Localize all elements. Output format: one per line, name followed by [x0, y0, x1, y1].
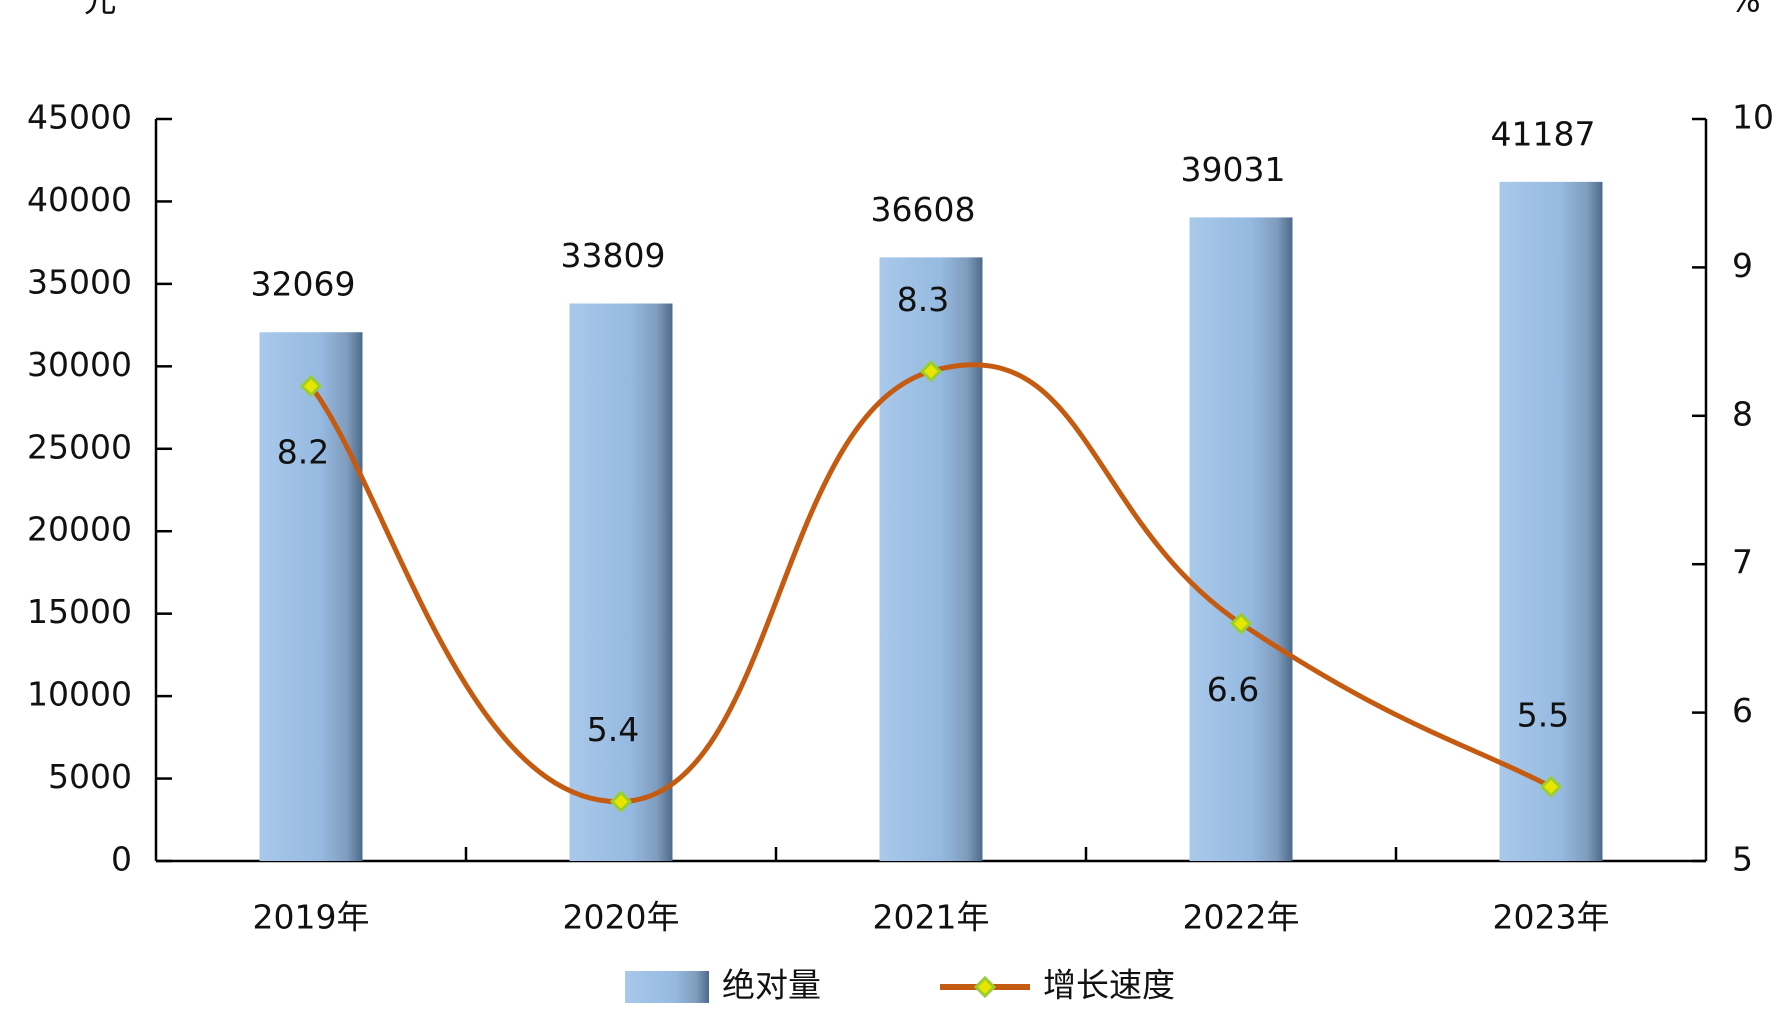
y-tick-label: 30000 [27, 345, 132, 384]
y2-tick-label: 7 [1732, 543, 1753, 582]
legend-swatch [625, 971, 709, 1003]
y-tick-label: 0 [111, 840, 132, 879]
legend-swatch [973, 975, 997, 999]
y2-tick-label: 5 [1732, 840, 1753, 879]
x-tick-label: 2022年 [1183, 898, 1300, 937]
line-value-label: 5.4 [587, 710, 639, 749]
legend-label: 绝对量 [722, 966, 821, 1005]
line-marker [919, 360, 943, 383]
y-tick-label: 5000 [48, 757, 132, 796]
bar-value-label: 36608 [871, 190, 976, 229]
x-tick-label: 2023年 [1493, 898, 1610, 937]
y2-tick-label: 6 [1732, 691, 1753, 730]
x-tick-label: 2020年 [563, 898, 680, 937]
y-tick-label: 15000 [27, 592, 132, 631]
legend-label: 增长速度 [1043, 966, 1175, 1005]
line-value-label: 8.2 [277, 433, 329, 472]
y-tick-label: 20000 [27, 510, 132, 549]
bar [1189, 217, 1293, 861]
x-tick-label: 2021年 [873, 898, 990, 937]
bar [259, 332, 363, 861]
line-value-label: 5.5 [1517, 695, 1569, 734]
y-tick-label: 35000 [27, 262, 132, 301]
bar-value-label: 41187 [1491, 114, 1596, 153]
y-axis-label: 元 [84, 0, 117, 20]
y-tick-label: 40000 [27, 180, 132, 219]
y2-axis-label: % [1729, 0, 1760, 20]
bar-value-label: 32069 [251, 265, 356, 304]
line-value-label: 6.6 [1207, 670, 1259, 709]
bar [569, 303, 673, 861]
line-marker [609, 790, 633, 813]
bar-value-label: 39031 [1181, 150, 1286, 189]
line [308, 362, 1553, 805]
line-marker [1539, 775, 1563, 798]
y-tick-label: 45000 [27, 98, 132, 137]
bar [1499, 181, 1603, 861]
y2-tick-label: 10 [1732, 98, 1774, 137]
y2-tick-label: 8 [1732, 394, 1753, 433]
line-marker [1229, 612, 1253, 635]
x-tick-label: 2019年 [253, 898, 370, 937]
bar [879, 257, 983, 861]
y2-tick-label: 9 [1732, 246, 1753, 285]
y-tick-label: 25000 [27, 427, 132, 466]
bar-value-label: 33809 [561, 236, 666, 275]
line-value-label: 8.3 [897, 280, 949, 319]
y-tick-label: 10000 [27, 675, 132, 714]
line-marker [299, 374, 323, 398]
